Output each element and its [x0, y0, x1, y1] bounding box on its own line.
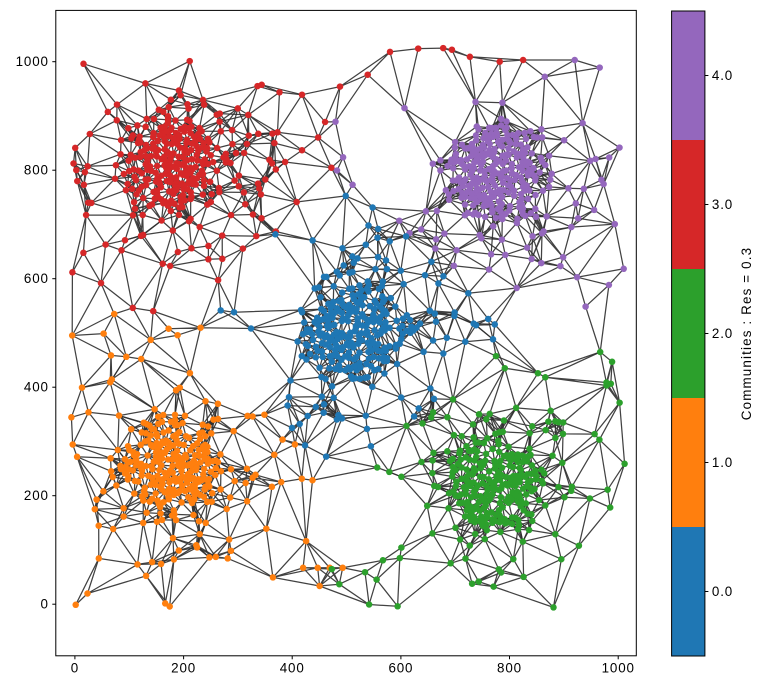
svg-text:200: 200: [24, 488, 49, 503]
svg-text:800: 800: [497, 661, 522, 676]
svg-text:400: 400: [280, 661, 305, 676]
svg-text:Communities : Res = 0.3: Communities : Res = 0.3: [739, 247, 754, 420]
svg-text:2.0: 2.0: [712, 326, 733, 341]
svg-text:0: 0: [40, 597, 48, 612]
svg-text:4.0: 4.0: [712, 68, 733, 83]
svg-text:200: 200: [171, 661, 196, 676]
svg-text:400: 400: [24, 380, 49, 395]
svg-text:600: 600: [24, 271, 49, 286]
svg-text:0: 0: [71, 661, 79, 676]
svg-text:800: 800: [24, 163, 49, 178]
svg-text:600: 600: [388, 661, 413, 676]
svg-text:1000: 1000: [602, 661, 635, 676]
svg-text:1000: 1000: [16, 54, 49, 69]
svg-text:0.0: 0.0: [712, 584, 733, 599]
svg-text:1.0: 1.0: [712, 455, 733, 470]
svg-text:3.0: 3.0: [712, 197, 733, 212]
